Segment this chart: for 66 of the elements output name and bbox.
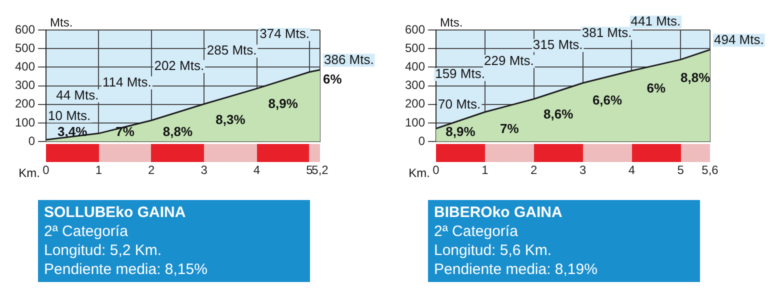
data-label: 202 Mts. bbox=[154, 58, 204, 74]
x-tick-label: 5 bbox=[306, 163, 314, 178]
data-label: 159 Mts. bbox=[435, 66, 485, 82]
y-tick-label: 400 bbox=[14, 60, 36, 74]
x-tick-label: 1 bbox=[482, 163, 489, 178]
x-tick-label: 4 bbox=[628, 163, 636, 178]
data-label: 285 Mts. bbox=[206, 42, 257, 58]
x-tick-label: 3 bbox=[200, 163, 208, 178]
annotation: 8,3% bbox=[216, 112, 246, 127]
annotation: 6% bbox=[646, 80, 666, 96]
x-tick-label: 4 bbox=[253, 163, 260, 178]
data-label: 10 Mts. bbox=[48, 108, 91, 123]
x-axis-title: Km. bbox=[408, 166, 430, 180]
text: Pendiente media: 8,19% bbox=[434, 260, 598, 279]
y-axis-title: Mts. bbox=[50, 15, 73, 30]
text: Longitud: 5,2 Km. bbox=[44, 241, 163, 260]
x-tick-label: 5 bbox=[677, 163, 684, 178]
data-label: 315 Mts. bbox=[532, 37, 583, 52]
x-tick-label: 2 bbox=[530, 163, 538, 178]
y-tick-label: 500 bbox=[404, 40, 426, 55]
data-label: 114 Mts. bbox=[102, 74, 152, 90]
y-tick-label: 300 bbox=[404, 78, 426, 92]
text: 2ª Categoría bbox=[44, 222, 129, 241]
annotation: 8,8% bbox=[162, 124, 193, 140]
x-tick-label: 0 bbox=[42, 163, 50, 178]
data-label: 229 Mts. bbox=[484, 53, 534, 68]
y-tick-label: 400 bbox=[404, 60, 426, 74]
text: 2ª Categoría bbox=[434, 222, 519, 241]
data-label: 381 Mts. bbox=[582, 24, 632, 40]
y-tick-label: 200 bbox=[404, 96, 426, 111]
annotation: 6,6% bbox=[592, 92, 623, 108]
x-tick-label: 0 bbox=[432, 163, 440, 178]
annotation: 8,9% bbox=[268, 96, 298, 111]
y-tick-label: 0 bbox=[28, 134, 36, 148]
data-label: 70 Mts. bbox=[438, 96, 481, 112]
y-tick-label: 200 bbox=[14, 96, 36, 111]
y-tick-label: 500 bbox=[14, 40, 36, 55]
x-tick-label: 3 bbox=[579, 163, 586, 178]
data-label: 374 Mts. bbox=[260, 26, 310, 42]
y-tick-label: 600 bbox=[404, 22, 426, 36]
data-label: 494 Mts. bbox=[714, 32, 764, 47]
y-tick-label: 300 bbox=[14, 78, 36, 92]
annotation: 7% bbox=[116, 124, 135, 140]
x-tick-label: 5,2 bbox=[312, 163, 329, 178]
text: BIBEROko GAINA bbox=[434, 203, 564, 222]
annotation: 7% bbox=[500, 121, 520, 136]
x-axis-title: Km. bbox=[18, 166, 40, 180]
y-tick-label: 600 bbox=[14, 22, 36, 36]
annotation: 3,4% bbox=[58, 124, 88, 140]
data-label: 44 Mts. bbox=[56, 87, 99, 102]
annotation: 8,9% bbox=[446, 124, 476, 140]
x-tick-label: 5,6 bbox=[702, 163, 719, 178]
text: SOLLUBEko GAINA bbox=[44, 203, 187, 222]
data-label: 441 Mts. bbox=[630, 14, 681, 29]
data-label: 386 Mts. bbox=[324, 52, 374, 67]
annotation: 8,8% bbox=[680, 70, 711, 86]
y-axis-title: Mts. bbox=[440, 15, 463, 30]
text: Longitud: 5,6 Km. bbox=[434, 241, 553, 260]
annotation: 6% bbox=[323, 71, 342, 86]
y-tick-label: 0 bbox=[418, 134, 426, 148]
y-tick-label: 100 bbox=[14, 115, 36, 130]
annotation: 8,6% bbox=[544, 106, 574, 122]
text: Pendiente media: 8,15% bbox=[44, 260, 208, 279]
x-tick-label: 1 bbox=[95, 163, 102, 178]
x-tick-label: 2 bbox=[148, 163, 156, 178]
y-tick-label: 100 bbox=[404, 115, 426, 130]
